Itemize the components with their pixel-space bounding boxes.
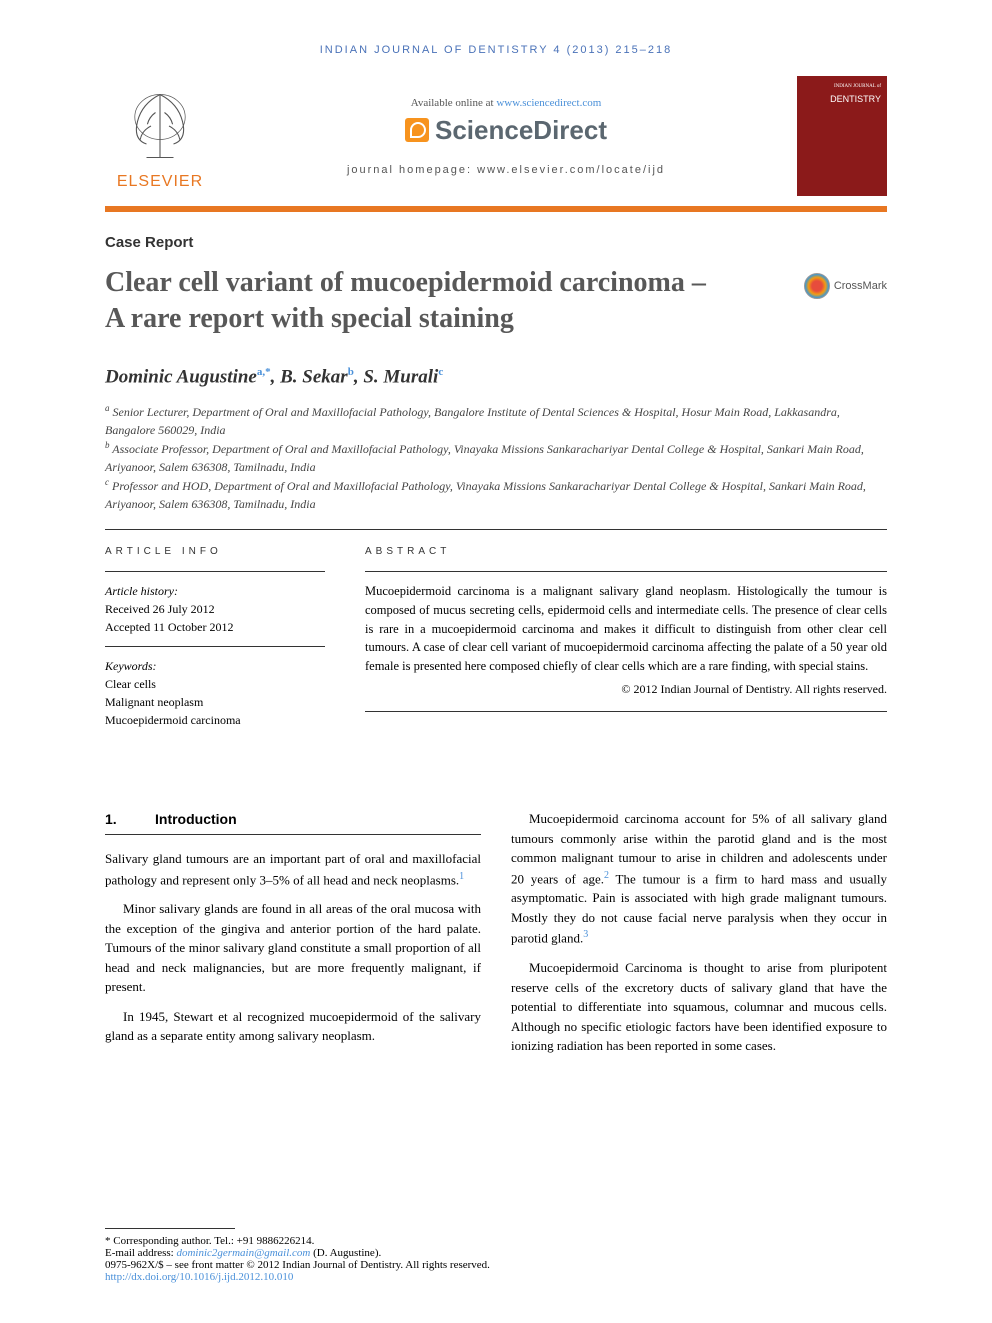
corr-label: * Corresponding author. — [105, 1235, 212, 1247]
keywords-label: Keywords: — [105, 657, 325, 675]
info-abstract-row: ARTICLE INFO Article history: Received 2… — [105, 546, 887, 729]
crossmark-icon — [804, 273, 830, 299]
doi-link[interactable]: http://dx.doi.org/10.1016/j.ijd.2012.10.… — [105, 1271, 293, 1283]
cover-sup: INDIAN JOURNAL of — [834, 84, 881, 89]
abstract: ABSTRACT Mucoepidermoid carcinoma is a m… — [365, 546, 887, 729]
received-date: Received 26 July 2012 — [105, 600, 325, 618]
article-info: ARTICLE INFO Article history: Received 2… — [105, 546, 325, 729]
history-label: Article history: — [105, 582, 325, 600]
email-line: E-mail address: dominic2germain@gmail.co… — [105, 1247, 887, 1259]
crossmark-badge[interactable]: CrossMark — [804, 273, 887, 299]
corr-tel: Tel.: +91 9886226214. — [212, 1235, 315, 1247]
abstract-text: Mucoepidermoid carcinoma is a malignant … — [365, 582, 887, 676]
right-column: Mucoepidermoid carcinoma account for 5% … — [511, 809, 887, 1066]
crossmark-label: CrossMark — [834, 280, 887, 292]
paragraph: Minor salivary glands are found in all a… — [105, 899, 481, 997]
paragraph: Salivary gland tumours are an important … — [105, 849, 481, 889]
section-heading: 1.Introduction — [105, 809, 481, 835]
sciencedirect-logo[interactable]: ScienceDirect — [215, 115, 797, 146]
affiliation-b: b Associate Professor, Department of Ora… — [105, 439, 887, 476]
orange-divider — [105, 206, 887, 212]
email-suffix: (D. Augustine). — [310, 1247, 381, 1259]
journal-cover[interactable]: INDIAN JOURNAL of DENTISTRY — [797, 76, 887, 196]
section-number: 1. — [105, 809, 155, 830]
footer: * Corresponding author. Tel.: +91 988622… — [105, 1228, 887, 1283]
journal-header: INDIAN JOURNAL OF DENTISTRY 4 (2013) 215… — [105, 44, 887, 56]
masthead: ELSEVIER Available online at www.science… — [105, 76, 887, 196]
center-block: Available online at www.sciencedirect.co… — [215, 97, 797, 176]
paragraph: Mucoepidermoid carcinoma account for 5% … — [511, 809, 887, 948]
sciencedirect-icon — [405, 118, 429, 142]
affiliation-a-text: Senior Lecturer, Department of Oral and … — [105, 405, 840, 437]
affiliation-c-text: Professor and HOD, Department of Oral an… — [105, 479, 866, 511]
elsevier-tree-icon — [115, 81, 205, 171]
cover-title: DENTISTRY — [830, 94, 881, 104]
authors: Dominic Augustinea,*, B. Sekarb, S. Mura… — [105, 366, 887, 388]
left-column: 1.Introduction Salivary gland tumours ar… — [105, 809, 481, 1066]
keyword-1: Clear cells — [105, 675, 325, 693]
author-2: , B. Sekar — [271, 366, 348, 387]
issn-line: 0975-962X/$ – see front matter © 2012 In… — [105, 1259, 887, 1271]
copyright: © 2012 Indian Journal of Dentistry. All … — [365, 682, 887, 697]
keyword-2: Malignant neoplasm — [105, 693, 325, 711]
journal-homepage: journal homepage: www.elsevier.com/locat… — [215, 164, 797, 176]
author-3-sup: c — [438, 366, 443, 378]
elsevier-label: ELSEVIER — [117, 173, 203, 191]
ref-3[interactable]: 3 — [583, 929, 588, 940]
info-divider — [105, 571, 325, 572]
author-1: Dominic Augustine — [105, 366, 257, 387]
section-title: Introduction — [155, 811, 237, 827]
keyword-3: Mucoepidermoid carcinoma — [105, 711, 325, 729]
available-online: Available online at www.sciencedirect.co… — [215, 97, 797, 109]
affiliation-c: c Professor and HOD, Department of Oral … — [105, 476, 887, 513]
abstract-heading: ABSTRACT — [365, 546, 887, 557]
paragraph: Mucoepidermoid Carcinoma is thought to a… — [511, 958, 887, 1056]
page: INDIAN JOURNAL OF DENTISTRY 4 (2013) 215… — [0, 0, 992, 1323]
paragraph: In 1945, Stewart et al recognized mucoep… — [105, 1007, 481, 1046]
abstract-divider — [365, 571, 887, 572]
available-prefix: Available online at — [411, 97, 497, 109]
sciencedirect-text: ScienceDirect — [435, 115, 607, 146]
doi-line: http://dx.doi.org/10.1016/j.ijd.2012.10.… — [105, 1271, 887, 1283]
affiliation-a: a Senior Lecturer, Department of Oral an… — [105, 402, 887, 439]
corresponding-author: * Corresponding author. Tel.: +91 988622… — [105, 1235, 887, 1247]
body-columns: 1.Introduction Salivary gland tumours ar… — [105, 809, 887, 1066]
article-title: Clear cell variant of mucoepidermoid car… — [105, 265, 725, 338]
author-3: , S. Murali — [354, 366, 438, 387]
p1-text: Salivary gland tumours are an important … — [105, 851, 481, 887]
title-row: Clear cell variant of mucoepidermoid car… — [105, 265, 887, 338]
footer-divider — [105, 1228, 235, 1229]
email-link[interactable]: dominic2germain@gmail.com — [176, 1247, 310, 1259]
email-label: E-mail address: — [105, 1247, 176, 1259]
ref-1[interactable]: 1 — [459, 871, 464, 882]
author-1-sup: a,* — [257, 366, 271, 378]
abstract-divider-bottom — [365, 711, 887, 712]
article-info-heading: ARTICLE INFO — [105, 546, 325, 557]
sciencedirect-link[interactable]: www.sciencedirect.com — [496, 97, 601, 109]
elsevier-logo[interactable]: ELSEVIER — [105, 81, 215, 191]
affiliation-b-text: Associate Professor, Department of Oral … — [105, 442, 864, 474]
article-type: Case Report — [105, 234, 887, 251]
affiliations: a Senior Lecturer, Department of Oral an… — [105, 402, 887, 513]
accepted-date: Accepted 11 October 2012 — [105, 618, 325, 636]
info-divider-2 — [105, 646, 325, 647]
divider — [105, 529, 887, 530]
